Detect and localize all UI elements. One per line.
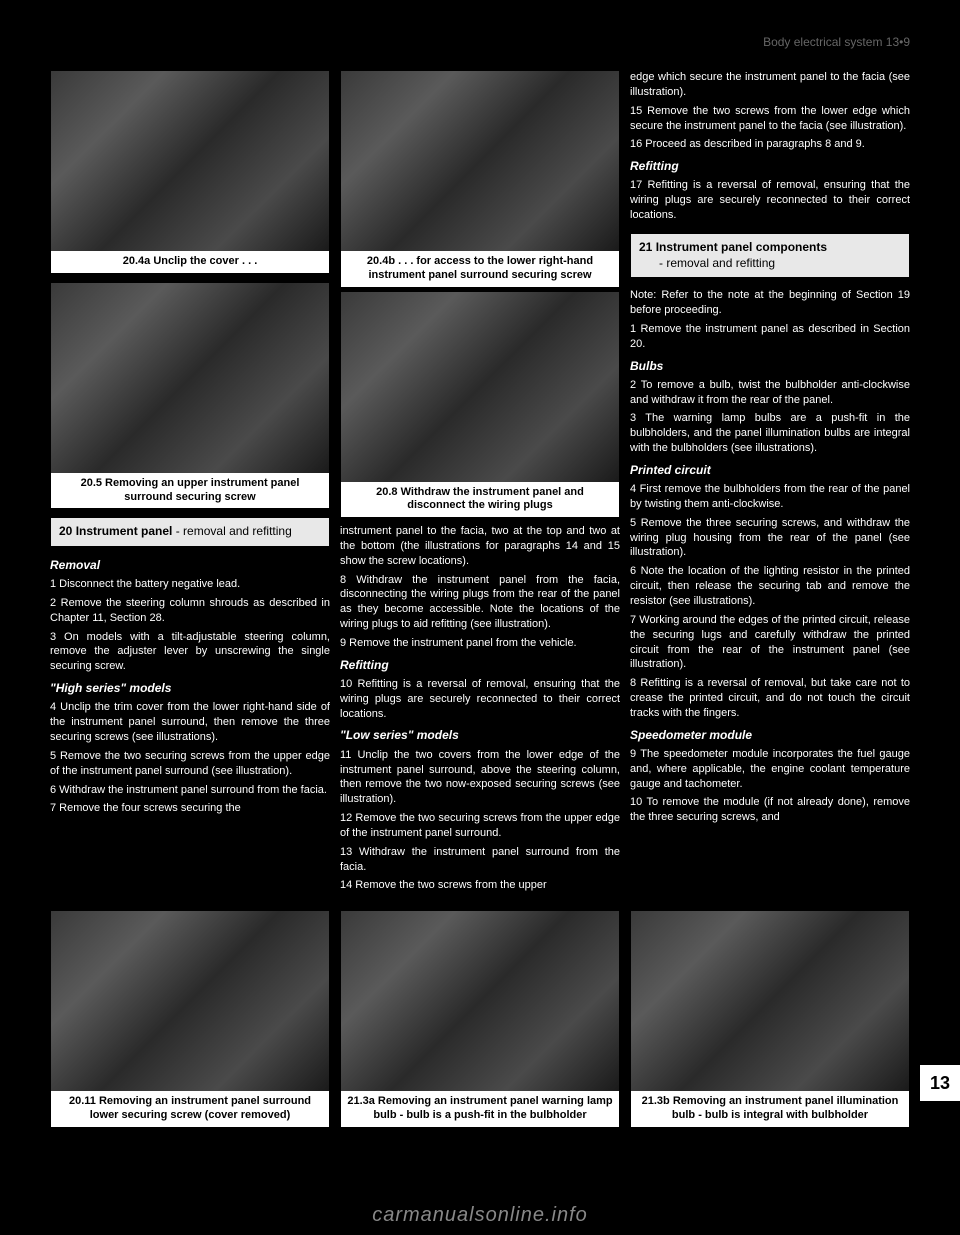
paragraph: 15 Remove the two screws from the lower …: [630, 104, 910, 134]
page-header: Body electrical system 13•9: [763, 35, 910, 49]
paragraph: 14 Remove the two screws from the upper: [340, 878, 620, 893]
body-text: edge which secure the instrument panel t…: [630, 70, 910, 223]
figure-20-8: 20.8 Withdraw the instrument panel and d…: [340, 291, 620, 519]
subheading-removal: Removal: [50, 557, 330, 573]
paragraph: 2 To remove a bulb, twist the bulbholder…: [630, 378, 910, 408]
subheading-bulbs: Bulbs: [630, 358, 910, 374]
column-1: 20.4a Unclip the cover . . . 20.5 Removi…: [50, 70, 330, 820]
figure-20-5: 20.5 Removing an upper instrument panel …: [50, 282, 330, 510]
figure-21-3a: 21.3a Removing an instrument panel warni…: [340, 910, 620, 1128]
paragraph: 12 Remove the two securing screws from t…: [340, 811, 620, 841]
figure-image: [341, 71, 619, 251]
body-text: Note: Refer to the note at the beginning…: [630, 288, 910, 825]
figure-caption: 20.4a Unclip the cover . . .: [51, 251, 329, 273]
subheading-high-series: "High series" models: [50, 680, 330, 696]
section-20-heading: 20 Instrument panel - removal and refitt…: [50, 517, 330, 547]
figure-20-4a: 20.4a Unclip the cover . . .: [50, 70, 330, 274]
figure-image: [341, 911, 619, 1091]
figure-caption: 20.5 Removing an upper instrument panel …: [51, 473, 329, 509]
subheading-speedometer: Speedometer module: [630, 727, 910, 743]
paragraph: 6 Note the location of the lighting resi…: [630, 564, 910, 609]
paragraph: 13 Withdraw the instrument panel surroun…: [340, 845, 620, 875]
figure-image: [341, 292, 619, 482]
paragraph: 11 Unclip the two covers from the lower …: [340, 748, 620, 807]
figure-21-3b: 21.3b Removing an instrument panel illum…: [630, 910, 910, 1128]
figure-image: [51, 911, 329, 1091]
paragraph: instrument panel to the facia, two at th…: [340, 524, 620, 569]
paragraph: 16 Proceed as described in paragraphs 8 …: [630, 137, 910, 152]
paragraph: edge which secure the instrument panel t…: [630, 70, 910, 100]
section-21-heading: 21 Instrument panel components - removal…: [630, 233, 910, 278]
figure-20-11: 20.11 Removing an instrument panel surro…: [50, 910, 330, 1128]
paragraph: 4 Unclip the trim cover from the lower r…: [50, 700, 330, 745]
paragraph: 10 Refitting is a reversal of removal, e…: [340, 677, 620, 722]
body-text: instrument panel to the facia, two at th…: [340, 524, 620, 893]
body-text: Removal 1 Disconnect the battery negativ…: [50, 557, 330, 816]
paragraph: 1 Remove the instrument panel as describ…: [630, 322, 910, 352]
watermark: carmanualsonline.info: [372, 1204, 588, 1227]
paragraph: 7 Working around the edges of the printe…: [630, 613, 910, 672]
section-number: 21: [639, 240, 652, 254]
paragraph: 8 Refitting is a reversal of removal, bu…: [630, 676, 910, 721]
paragraph: 7 Remove the four screws securing the: [50, 801, 330, 816]
subheading-refitting: Refitting: [630, 158, 910, 174]
paragraph: 5 Remove the three securing screws, and …: [630, 516, 910, 561]
paragraph: 3 On models with a tilt-adjustable steer…: [50, 630, 330, 675]
section-subtitle: - removal and refitting: [172, 524, 291, 538]
figure-caption: 21.3b Removing an instrument panel illum…: [631, 1091, 909, 1127]
subheading-refitting: Refitting: [340, 657, 620, 673]
page-tab: 13: [920, 1065, 960, 1101]
figure-image: [631, 911, 909, 1091]
paragraph: 9 Remove the instrument panel from the v…: [340, 636, 620, 651]
paragraph: 17 Refitting is a reversal of removal, e…: [630, 178, 910, 223]
column-3: edge which secure the instrument panel t…: [630, 70, 910, 829]
figure-caption: 20.4b . . . for access to the lower righ…: [341, 251, 619, 287]
section-title: Instrument panel components: [656, 240, 827, 254]
paragraph: 3 The warning lamp bulbs are a push-fit …: [630, 411, 910, 456]
paragraph: 8 Withdraw the instrument panel from the…: [340, 573, 620, 632]
section-subtitle: - removal and refitting: [639, 256, 775, 270]
paragraph: 1 Disconnect the battery negative lead.: [50, 577, 330, 592]
section-number: 20: [59, 524, 72, 538]
paragraph: 9 The speedometer module incorporates th…: [630, 747, 910, 792]
paragraph: 10 To remove the module (if not already …: [630, 795, 910, 825]
figure-image: [51, 283, 329, 473]
subheading-low-series: "Low series" models: [340, 727, 620, 743]
section-title: Instrument panel: [76, 524, 173, 538]
figure-caption: 21.3a Removing an instrument panel warni…: [341, 1091, 619, 1127]
figure-caption: 20.8 Withdraw the instrument panel and d…: [341, 482, 619, 518]
figure-image: [51, 71, 329, 251]
column-2: 20.4b . . . for access to the lower righ…: [340, 70, 620, 897]
figure-20-4b: 20.4b . . . for access to the lower righ…: [340, 70, 620, 288]
figure-caption: 20.11 Removing an instrument panel surro…: [51, 1091, 329, 1127]
paragraph: 4 First remove the bulbholders from the …: [630, 482, 910, 512]
paragraph: 6 Withdraw the instrument panel surround…: [50, 783, 330, 798]
paragraph: Note: Refer to the note at the beginning…: [630, 288, 910, 318]
paragraph: 2 Remove the steering column shrouds as …: [50, 596, 330, 626]
subheading-printed-circuit: Printed circuit: [630, 462, 910, 478]
paragraph: 5 Remove the two securing screws from th…: [50, 749, 330, 779]
